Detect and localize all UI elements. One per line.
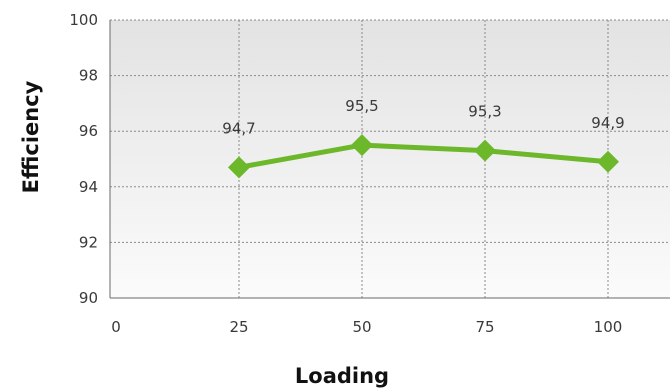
y-tick-label: 96 xyxy=(79,122,98,140)
x-tick-label: 100 xyxy=(594,318,623,336)
data-label: 94,9 xyxy=(591,114,624,132)
x-tick-label: 50 xyxy=(352,318,371,336)
grid xyxy=(110,19,670,298)
data-label: 95,3 xyxy=(468,103,501,121)
y-axis-title: Efficiency xyxy=(19,80,43,193)
data-point-marker xyxy=(597,150,619,173)
series xyxy=(228,134,619,179)
y-tick-label: 90 xyxy=(79,289,98,307)
data-label: 95,5 xyxy=(345,97,378,115)
x-tick-label: 75 xyxy=(475,318,494,336)
data-point-marker xyxy=(474,139,496,162)
y-tick-label: 100 xyxy=(69,11,98,29)
data-point-marker xyxy=(228,156,250,179)
data-point-marker xyxy=(351,134,373,157)
axes xyxy=(109,20,670,299)
series-line xyxy=(236,142,611,170)
tick-labels: 90 92 94 96 98 100 0 25 50 75 100 xyxy=(69,11,622,336)
y-tick-label: 92 xyxy=(79,233,98,251)
x-tick-label: 25 xyxy=(229,318,248,336)
x-tick-label: 0 xyxy=(111,318,121,336)
y-tick-label: 94 xyxy=(79,178,98,196)
data-label: 94,7 xyxy=(222,119,255,137)
data-labels: 94,7 95,5 95,3 94,9 xyxy=(222,97,624,137)
y-tick-label: 98 xyxy=(79,67,98,85)
x-axis-title: Loading xyxy=(295,364,389,388)
